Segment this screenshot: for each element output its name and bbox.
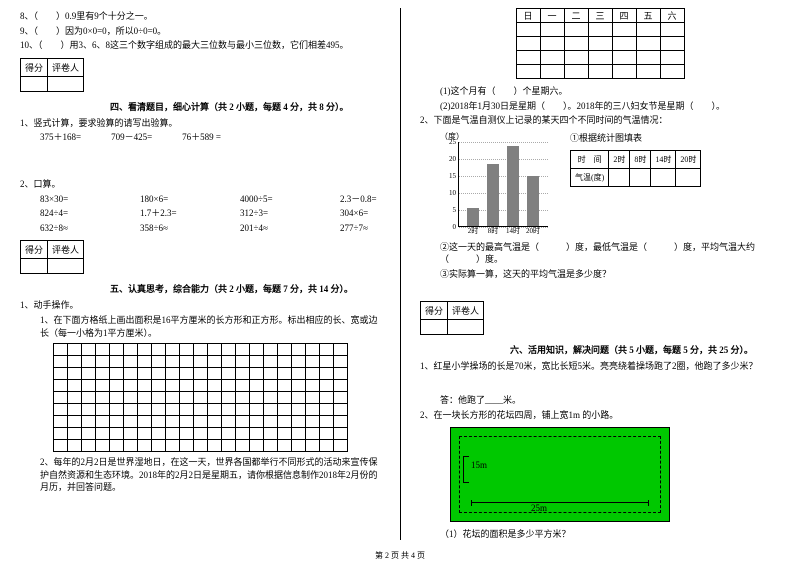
flower-height: 15m xyxy=(471,460,487,470)
score-table-2: 得分评卷人 xyxy=(20,240,84,274)
section5-title: 五、认真思考，综合能力（共 2 小题，每题 7 分，共 14 分）。 xyxy=(20,282,380,295)
bar-chart: 2时8时14时20时 2520151050 xyxy=(440,142,550,237)
calc2-r1: 83×30=180×6=4000÷5=2.3－0.8= xyxy=(20,193,380,206)
score-table-1: 得分评卷人 xyxy=(20,58,84,92)
chart-q3: ③实际算一算，这天的平均气温是多少度？ xyxy=(420,268,780,281)
calc-row1: 375＋168= 709－425= 76＋589 = xyxy=(20,131,380,144)
drawing-grid xyxy=(53,343,348,452)
sec5-q1-text: 1、在下面方格纸上画出面积是16平方厘米的长方形和正方形。标出相应的长、宽或边长… xyxy=(20,314,380,339)
page-footer: 第 2 页 共 4 页 xyxy=(0,550,800,561)
chart-title: ①根据统计图填表 xyxy=(570,131,701,144)
column-divider xyxy=(400,8,401,540)
sec6-q2: 2、在一块长方形的花坛四周，铺上宽1m 的小路。 xyxy=(420,409,780,422)
section6-title: 六、活用知识，解决问题（共 5 小题，每题 5 分，共 25 分）。 xyxy=(420,343,780,356)
sec5-q1: 1、动手操作。 xyxy=(20,299,380,312)
score-h1: 得分 xyxy=(21,58,48,76)
sec6-q1: 1、红星小学操场的长是70米，宽比长短5米。亮亮绕着操场跑了2圈，他跑了多少米？ xyxy=(420,360,780,373)
sec-q2: 2、下面是气温自测仪上记录的某天四个不同时间的气温情况： xyxy=(420,114,780,127)
score-h2: 评卷人 xyxy=(48,58,84,76)
score-table-3: 得分评卷人 xyxy=(420,301,484,335)
q9: 9、（ ）因为0×0=0，所以0÷0=0。 xyxy=(20,25,380,38)
q8: 8、（ ）0.9里有9个十分之一。 xyxy=(20,10,380,23)
sec5-q2: 2、每年的2月2日是世界湿地日，在这一天，世界各国都举行不同形式的活动来宣传保护… xyxy=(20,456,380,494)
q10: 10、（ ）用3、6、8这三个数字组成的最大三位数与最小三位数，它们相差495。 xyxy=(20,39,380,52)
cal-q1: (1)这个月有（ ）个星期六。 xyxy=(420,85,780,98)
section4-title: 四、看清题目，细心计算（共 2 小题，每题 4 分，共 8 分）。 xyxy=(20,100,380,113)
stats-table: 时 间2时8时14时20时 气温(度) xyxy=(570,150,701,187)
calc2-r3: 632÷8≈358÷6≈201÷4≈277÷7≈ xyxy=(20,222,380,235)
flower-width: 25m xyxy=(531,503,547,513)
calendar-table: 日一二三四五六 xyxy=(516,8,685,79)
chart-q2: ②这一天的最高气温是（ ）度，最低气温是（ ）度，平均气温大约（ ）度。 xyxy=(420,241,780,266)
flower-bed-diagram: 15m 25m xyxy=(450,427,670,522)
cal-q2: (2)2018年1月30日是星期（ ）。2018年的三八妇女节是星期（ ）。 xyxy=(420,100,780,113)
sec4-q2: 2、口算。 xyxy=(20,178,380,191)
sec6-q1-ans: 答：他跑了____米。 xyxy=(420,394,780,407)
sec4-q1: 1、竖式计算，要求验算的请写出验算。 xyxy=(20,117,380,130)
chart-ylabel: （度） xyxy=(440,131,550,142)
calc2-r2: 824÷4=1.7＋2.3=312÷3=304×6= xyxy=(20,207,380,220)
sec6-q2-sub: （1）花坛的面积是多少平方米？ xyxy=(420,528,780,541)
